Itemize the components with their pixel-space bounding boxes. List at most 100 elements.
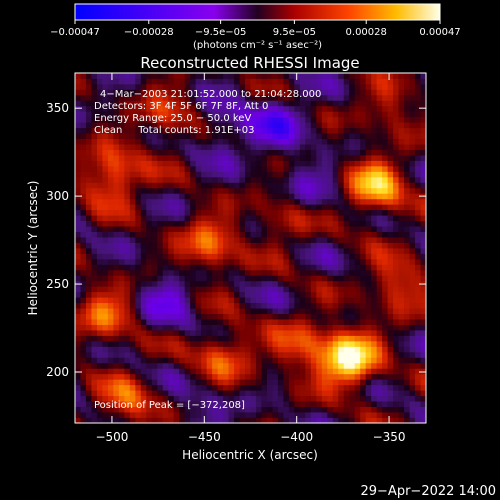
heatmap-cell: [327, 160, 334, 167]
heatmap-cell: [129, 133, 136, 140]
heatmap-cell: [283, 231, 290, 238]
heatmap-cell: [80, 122, 87, 129]
heatmap-cell: [184, 89, 191, 96]
heatmap-cell: [376, 269, 383, 276]
heatmap-cell: [415, 319, 421, 325]
heatmap-cell: [294, 351, 301, 358]
heatmap-cell: [168, 220, 175, 227]
heatmap-cell: [376, 297, 383, 304]
heatmap-cell: [206, 357, 213, 364]
heatmap-cell: [294, 373, 301, 380]
heatmap-cell: [332, 373, 339, 380]
heatmap-cell: [310, 308, 317, 315]
heatmap-cell: [228, 215, 235, 222]
heatmap-cell: [195, 412, 202, 418]
heatmap-cell: [266, 406, 273, 413]
heatmap-cell: [261, 324, 268, 331]
heatmap-cell: [168, 83, 175, 90]
heatmap-cell: [168, 122, 175, 129]
heatmap-cell: [195, 155, 202, 161]
heatmap-cell: [338, 313, 345, 320]
heatmap-cell: [184, 231, 191, 238]
heatmap-cell: [255, 275, 262, 282]
heatmap-cell: [371, 319, 378, 325]
heatmap-cell: [135, 324, 142, 331]
heatmap-cell: [294, 215, 301, 222]
heatmap-cell: [277, 116, 284, 123]
heatmap-cell: [107, 308, 114, 315]
heatmap-cell: [85, 144, 92, 150]
heatmap-cell: [96, 176, 103, 183]
heatmap-cell: [179, 116, 186, 123]
heatmap-cell: [343, 401, 350, 407]
heatmap-cell: [162, 351, 169, 358]
heatmap-cell: [409, 308, 416, 315]
heatmap-cell: [135, 297, 142, 304]
heatmap-cell: [168, 187, 175, 194]
heatmap-cell: [338, 368, 345, 375]
heatmap-cell: [217, 357, 224, 364]
heatmap-cell: [151, 291, 158, 298]
heatmap-cell: [234, 368, 240, 375]
heatmap-cell: [190, 357, 197, 364]
heatmap-cell: [96, 357, 103, 364]
heatmap-cell: [162, 291, 169, 298]
heatmap-cell: [321, 308, 328, 315]
heatmap-cell: [338, 401, 345, 407]
heatmap-cell: [223, 73, 229, 79]
heatmap-cell: [234, 373, 240, 380]
heatmap-cell: [343, 346, 350, 353]
heatmap-cell: [151, 280, 158, 287]
heatmap-cell: [277, 368, 284, 375]
heatmap-cell: [349, 269, 356, 276]
heatmap-cell: [261, 362, 268, 369]
heatmap-cell: [184, 165, 191, 172]
heatmap-cell: [420, 220, 426, 227]
heatmap-cell: [124, 133, 131, 140]
heatmap-cell: [85, 384, 92, 391]
heatmap-cell: [206, 111, 213, 118]
heatmap-cell: [212, 105, 218, 112]
heatmap-cell: [376, 291, 383, 298]
heatmap-cell: [250, 94, 257, 101]
heatmap-cell: [250, 237, 257, 243]
heatmap-cell: [162, 253, 169, 260]
heatmap-cell: [129, 149, 136, 156]
heatmap-cell: [190, 253, 197, 260]
heatmap-cell: [360, 275, 367, 282]
heatmap-cell: [360, 373, 367, 380]
heatmap-cell: [85, 160, 92, 167]
heatmap-cell: [393, 373, 399, 380]
heatmap-cell: [365, 313, 372, 320]
heatmap-cell: [228, 362, 235, 369]
heatmap-cell: [360, 319, 367, 325]
heatmap-cell: [151, 171, 158, 178]
heatmap-cell: [168, 379, 175, 386]
heatmap-cell: [124, 351, 131, 358]
heatmap-cell: [327, 362, 334, 369]
heatmap-cell: [113, 155, 120, 161]
heatmap-cell: [360, 302, 367, 309]
heatmap-cell: [299, 149, 306, 156]
heatmap-cell: [376, 171, 383, 178]
heatmap-cell: [245, 280, 251, 287]
heatmap-cell: [327, 351, 334, 358]
annotation-clean-counts: Clean Total counts: 1.91E+03: [94, 125, 254, 136]
heatmap-cell: [338, 171, 345, 178]
heatmap-cell: [195, 248, 202, 254]
heatmap-cell: [118, 176, 125, 183]
heatmap-cell: [360, 226, 367, 232]
heatmap-cell: [349, 138, 356, 145]
heatmap-cell: [272, 237, 279, 243]
heatmap-cell: [228, 105, 235, 112]
heatmap-cell: [96, 105, 103, 112]
heatmap-cell: [338, 351, 345, 358]
heatmap-cell: [376, 187, 383, 194]
heatmap-cell: [277, 330, 284, 336]
heatmap-cell: [332, 357, 339, 364]
heatmap-cell: [85, 73, 92, 79]
heatmap-cell: [129, 248, 136, 254]
heatmap-cell: [332, 83, 339, 90]
heatmap-cell: [255, 209, 262, 216]
heatmap-cell: [85, 171, 92, 178]
